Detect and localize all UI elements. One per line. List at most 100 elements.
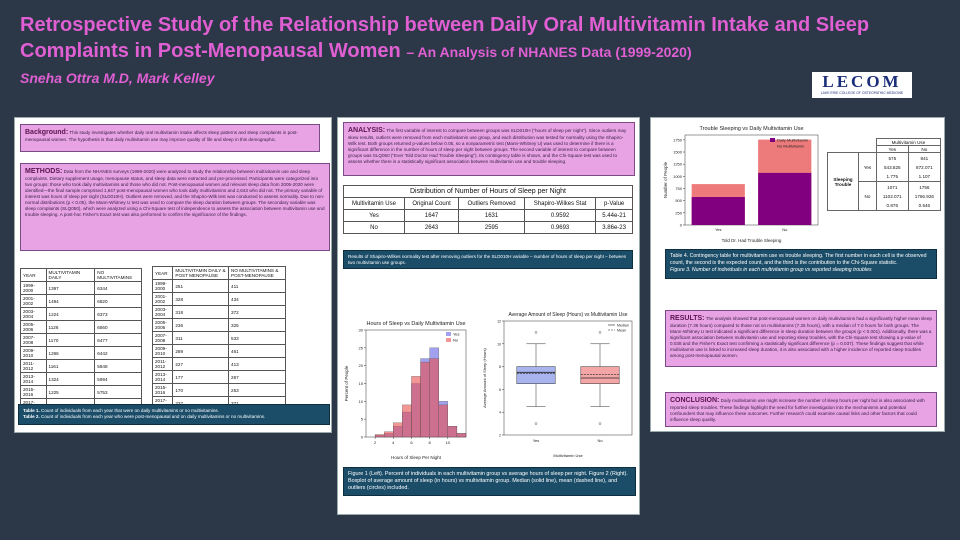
column-header: NO MULTIVITAMINS — [94, 268, 142, 282]
poster-title: Retrospective Study of the Relationship … — [20, 12, 920, 65]
logo: LECOM LAKE ERIE COLLEGE OF OSTEOPATHIC ME… — [812, 72, 912, 98]
row-label: Yes — [858, 152, 877, 182]
table-cell: 1999-2000 — [151, 279, 174, 293]
cell-value: 1102.071 — [882, 193, 902, 199]
table-cell: 6344 — [94, 281, 142, 295]
table-cell: No — [343, 221, 405, 234]
table-cell: 251 — [172, 279, 230, 293]
y-tick-label: 500 — [675, 198, 682, 203]
bar-chart: Trouble Sleeping vs Daily Multivitamin U… — [663, 126, 819, 243]
table-row: 2003-2004 1224 6373 — [20, 307, 142, 321]
methods-box: METHODS: Data from the NHANES surveys (1… — [20, 163, 330, 251]
cell-value: 575 — [888, 155, 897, 161]
caption-line: Table 2. Count of individuals from each … — [23, 414, 325, 420]
logo-subtitle: LAKE ERIE COLLEGE OF OSTEOPATHIC MEDICIN… — [820, 91, 904, 95]
cell-value: 1071 — [887, 184, 898, 190]
conclusion-heading: CONCLUSION: — [670, 397, 720, 404]
histogram-bar — [374, 434, 385, 438]
column-header: YEAR — [20, 268, 47, 282]
table-cell: 325 — [228, 318, 286, 332]
y-tick-label: 1250 — [673, 162, 683, 167]
legend-label: Mean — [617, 329, 626, 333]
table-row: 2001-2002 328 434 — [151, 292, 286, 306]
table-cell: 5848 — [94, 359, 142, 373]
table-cell: 170 — [172, 383, 230, 397]
legend-label: No — [453, 338, 459, 343]
table-row: 1999-2000 1397 6344 — [20, 281, 142, 295]
table: Distribution of Number of Hours of Sleep… — [343, 185, 633, 234]
results-box: RESULTS: The analysis showed that post-m… — [665, 310, 937, 367]
row-header: Sleeping Trouble — [827, 152, 859, 211]
table-cell: 575 543.825 1.775 — [875, 152, 909, 182]
plot-frame — [503, 320, 633, 436]
table-row: No 2643 2595 0.9693 3.86e-23 — [343, 221, 633, 234]
table: YEAR MULTIVITAMIN DAILY NO MULTIVITAMINS 19… — [20, 268, 142, 412]
logo-text: LECOM — [822, 72, 902, 91]
background-heading: Background: — [25, 129, 69, 136]
y-axis-label: Percent of People — [344, 365, 349, 401]
column-header: p-Value — [595, 197, 633, 210]
table-row: 2009-2010 1266 6442 — [20, 346, 142, 360]
tables-caption: Table 1. Count of individuals from each … — [18, 404, 330, 425]
bar — [691, 197, 745, 225]
histogram-bar — [402, 404, 412, 438]
table-1-wrap: YEAR MULTIVITAMIN DAILY NO MULTIVITAMINS 19… — [20, 268, 142, 412]
y-tick-label: 15 — [359, 381, 364, 386]
table-cell: 267 — [228, 370, 286, 384]
outlier — [534, 331, 538, 334]
table-cell: 2007-2008 — [151, 331, 174, 345]
table-cell: 236 — [172, 318, 230, 332]
x-axis-label: Multivitamin Use — [553, 453, 583, 458]
table-cell: 2005-2006 — [151, 318, 174, 332]
table-cell: 318 — [172, 305, 230, 319]
x-axis-label: Told Dr. Had Trouble Sleeping — [722, 238, 782, 243]
table-cell: 2013-2014 — [151, 370, 174, 384]
chart-title: Trouble Sleeping vs Daily Multivitamin U… — [699, 126, 803, 132]
histogram-bar — [429, 358, 439, 438]
table-row: 2015-2016 1225 5753 — [20, 385, 142, 399]
table-cell: 3.86e-23 — [595, 221, 633, 234]
y-tick-label: 30 — [359, 328, 364, 333]
subtitle: – An Analysis of NHANES Data (1999-2020) — [406, 44, 692, 60]
caption-label: Table 1. — [23, 408, 40, 413]
x-tick-label: 2 — [374, 440, 377, 445]
table-row: 2011-2012 227 413 — [151, 357, 286, 371]
legend-swatch — [770, 138, 775, 142]
header-row: YEAR MULTIVITAMIN DAILY & POST MENOPAUSE N… — [151, 266, 286, 280]
y-tick-label: 25 — [359, 345, 364, 350]
table-cell: 413 — [228, 357, 286, 371]
table-cell: 6442 — [94, 346, 142, 360]
cell-value: 841 — [920, 155, 929, 161]
authors: Sneha Ottra M.D, Mark Kelley — [20, 70, 215, 86]
y-tick-label: 1750 — [673, 137, 683, 142]
table-cell: 1397 — [45, 281, 96, 295]
table-row: 2015-2016 170 253 — [151, 383, 286, 397]
legend-swatch — [446, 338, 451, 342]
cell-value: 1756 — [919, 184, 930, 190]
table-cell: 6560 — [94, 320, 142, 334]
table-cell: 311 — [172, 331, 230, 345]
contingency-table-wrap: Multivitamin Use Yes No Sleeping Trouble Yes… — [827, 138, 942, 211]
distribution-caption: Results of Shapiro-Wilkes normality test… — [343, 250, 633, 269]
table-cell: 2003-2004 — [151, 305, 174, 319]
row-label: No — [858, 181, 877, 211]
histogram-bar — [438, 404, 448, 438]
table-cell: 328 — [172, 292, 230, 306]
table-2-wrap: YEAR MULTIVITAMIN DAILY & POST MENOPAUSE N… — [151, 266, 286, 410]
analysis-heading: ANALYSIS: — [348, 127, 386, 134]
figures-caption: Figure 1 (Left). Percent of individuals … — [343, 467, 636, 496]
table-row: 1999-2000 251 411 — [151, 279, 286, 293]
title-row: Distribution of Number of Hours of Sleep… — [343, 185, 633, 198]
table-cell: 841 872.071 1.107 — [907, 152, 942, 182]
x-tick-label: 10 — [446, 440, 451, 445]
x-tick-label: 4 — [392, 440, 395, 445]
table-cell: 253 — [228, 383, 286, 397]
y-tick-label: 10 — [497, 342, 501, 346]
table-cell: 6477 — [94, 333, 142, 347]
table-cell: 227 — [172, 357, 230, 371]
table-row: Yes 1647 1631 0.9592 5.44e-21 — [343, 209, 633, 222]
column-header: NO MULTIVITAMINS & POST-MENOPAUSE — [228, 266, 286, 280]
cell-value: 872.071 — [916, 164, 933, 170]
table-cell: 289 — [172, 344, 230, 358]
